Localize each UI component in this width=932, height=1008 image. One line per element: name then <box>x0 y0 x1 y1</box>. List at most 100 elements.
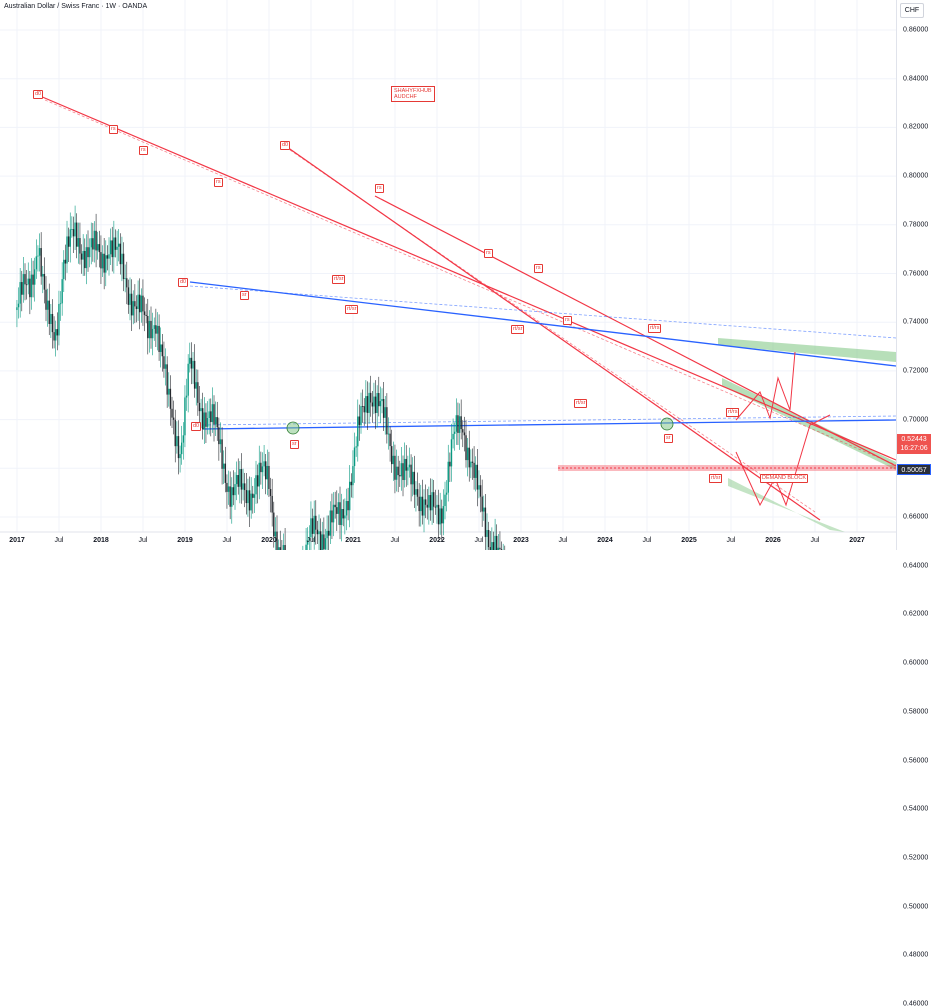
x-tick-label: Jul <box>306 537 316 544</box>
y-tick-label: 0.52000 <box>903 854 929 862</box>
candle-body <box>51 313 54 333</box>
candle-body <box>164 364 167 369</box>
candle-body <box>118 243 120 247</box>
candle-body <box>64 259 67 264</box>
candle-body <box>21 282 23 295</box>
trendline-upper <box>189 281 897 367</box>
candle-body <box>431 492 433 511</box>
candle-body <box>147 315 149 339</box>
candle-body <box>310 518 312 538</box>
x-tick-label: 2022 <box>429 537 445 544</box>
candle-body <box>240 469 243 490</box>
candle-body <box>22 274 25 295</box>
candle-body <box>403 458 406 481</box>
touch-circle <box>660 417 674 431</box>
y-tick-label: 0.74000 <box>903 318 929 326</box>
candle-body <box>56 329 59 336</box>
candle-body <box>329 510 332 536</box>
candle-body <box>43 274 46 290</box>
candle-body <box>160 344 162 352</box>
candle-body <box>266 465 269 480</box>
currency-button[interactable]: CHF <box>900 3 924 18</box>
candle-body <box>392 455 395 465</box>
candle-body <box>244 483 246 491</box>
candle-body <box>336 507 338 514</box>
x-tick-label: 2017 <box>9 537 25 544</box>
candle-body <box>150 320 152 339</box>
supply-zone <box>718 338 896 362</box>
touch-circle <box>286 421 300 435</box>
candle-body <box>437 504 440 525</box>
candle-body <box>382 399 385 418</box>
candle-body <box>400 463 403 477</box>
candle-body <box>463 432 466 436</box>
chart-canvas[interactable] <box>0 0 932 550</box>
x-tick-label: 2027 <box>849 537 865 544</box>
candle-body <box>394 455 396 480</box>
candle-body <box>139 294 141 313</box>
candle-body <box>353 447 356 467</box>
last-price-value: 0.52443 <box>901 436 927 443</box>
drawing-label: sr <box>240 291 249 300</box>
y-tick-label: 0.46000 <box>903 1000 929 1008</box>
candle-body <box>486 529 488 537</box>
candle-body <box>321 534 323 550</box>
last-price-tag: 0.52443 16:27:06 <box>897 434 931 454</box>
candle-body <box>82 251 84 260</box>
candle-body <box>143 311 146 315</box>
candle-body <box>424 499 427 505</box>
candle-body <box>197 382 199 403</box>
candle-body <box>319 531 322 550</box>
demand-block-label: DEMAND BLOCK <box>760 474 809 483</box>
candle-body <box>473 462 475 478</box>
candle-body <box>124 278 126 280</box>
trendline-lower-dash <box>202 415 897 426</box>
candle-body <box>466 447 469 461</box>
candle-body <box>40 248 42 277</box>
candle-body <box>229 486 231 507</box>
candle-body <box>276 531 278 550</box>
candle-body <box>216 417 218 428</box>
candle-body <box>260 462 262 473</box>
candle-body <box>391 446 393 465</box>
candle-body <box>88 247 91 258</box>
candle-body <box>449 461 451 467</box>
drawing-overlay <box>39 95 897 532</box>
candle-body <box>457 415 459 433</box>
candle-body <box>179 454 181 459</box>
x-tick-label: Jul <box>642 537 652 544</box>
candle-body <box>202 408 204 430</box>
y-tick-label: 0.60000 <box>903 659 929 667</box>
candle-body <box>316 529 319 535</box>
candle-body <box>148 320 151 339</box>
candle-body <box>187 363 189 396</box>
y-tick-label: 0.84000 <box>903 75 929 83</box>
candle-body <box>140 295 143 313</box>
candle-body <box>487 529 490 548</box>
chart-title: Australian Dollar / Swiss Franc · 1W · O… <box>4 3 148 10</box>
candle-body <box>481 496 483 512</box>
price-axis[interactable] <box>896 0 932 550</box>
candle-body <box>494 535 496 550</box>
candle-body <box>352 466 354 486</box>
x-tick-label: Jul <box>222 537 232 544</box>
candle-body <box>35 256 38 270</box>
candle-body <box>142 295 144 312</box>
candle-body <box>114 237 117 250</box>
candle-body <box>145 314 147 316</box>
y-tick-label: 0.70000 <box>903 416 929 424</box>
candle-body <box>305 544 307 550</box>
candle-body <box>397 466 399 476</box>
watermark-label: SHAHYFXHUB AUDCHF <box>391 86 435 102</box>
x-tick-label: Jul <box>810 537 820 544</box>
candle-body <box>177 436 180 459</box>
candle-body <box>252 493 254 498</box>
candle-body <box>79 238 81 254</box>
x-tick-label: 2024 <box>597 537 613 544</box>
candle-body <box>363 406 365 413</box>
candle-body <box>210 411 212 423</box>
candle-body <box>366 396 369 413</box>
candle-body <box>492 542 495 550</box>
candle-body <box>337 502 340 514</box>
candle-body <box>248 490 251 511</box>
